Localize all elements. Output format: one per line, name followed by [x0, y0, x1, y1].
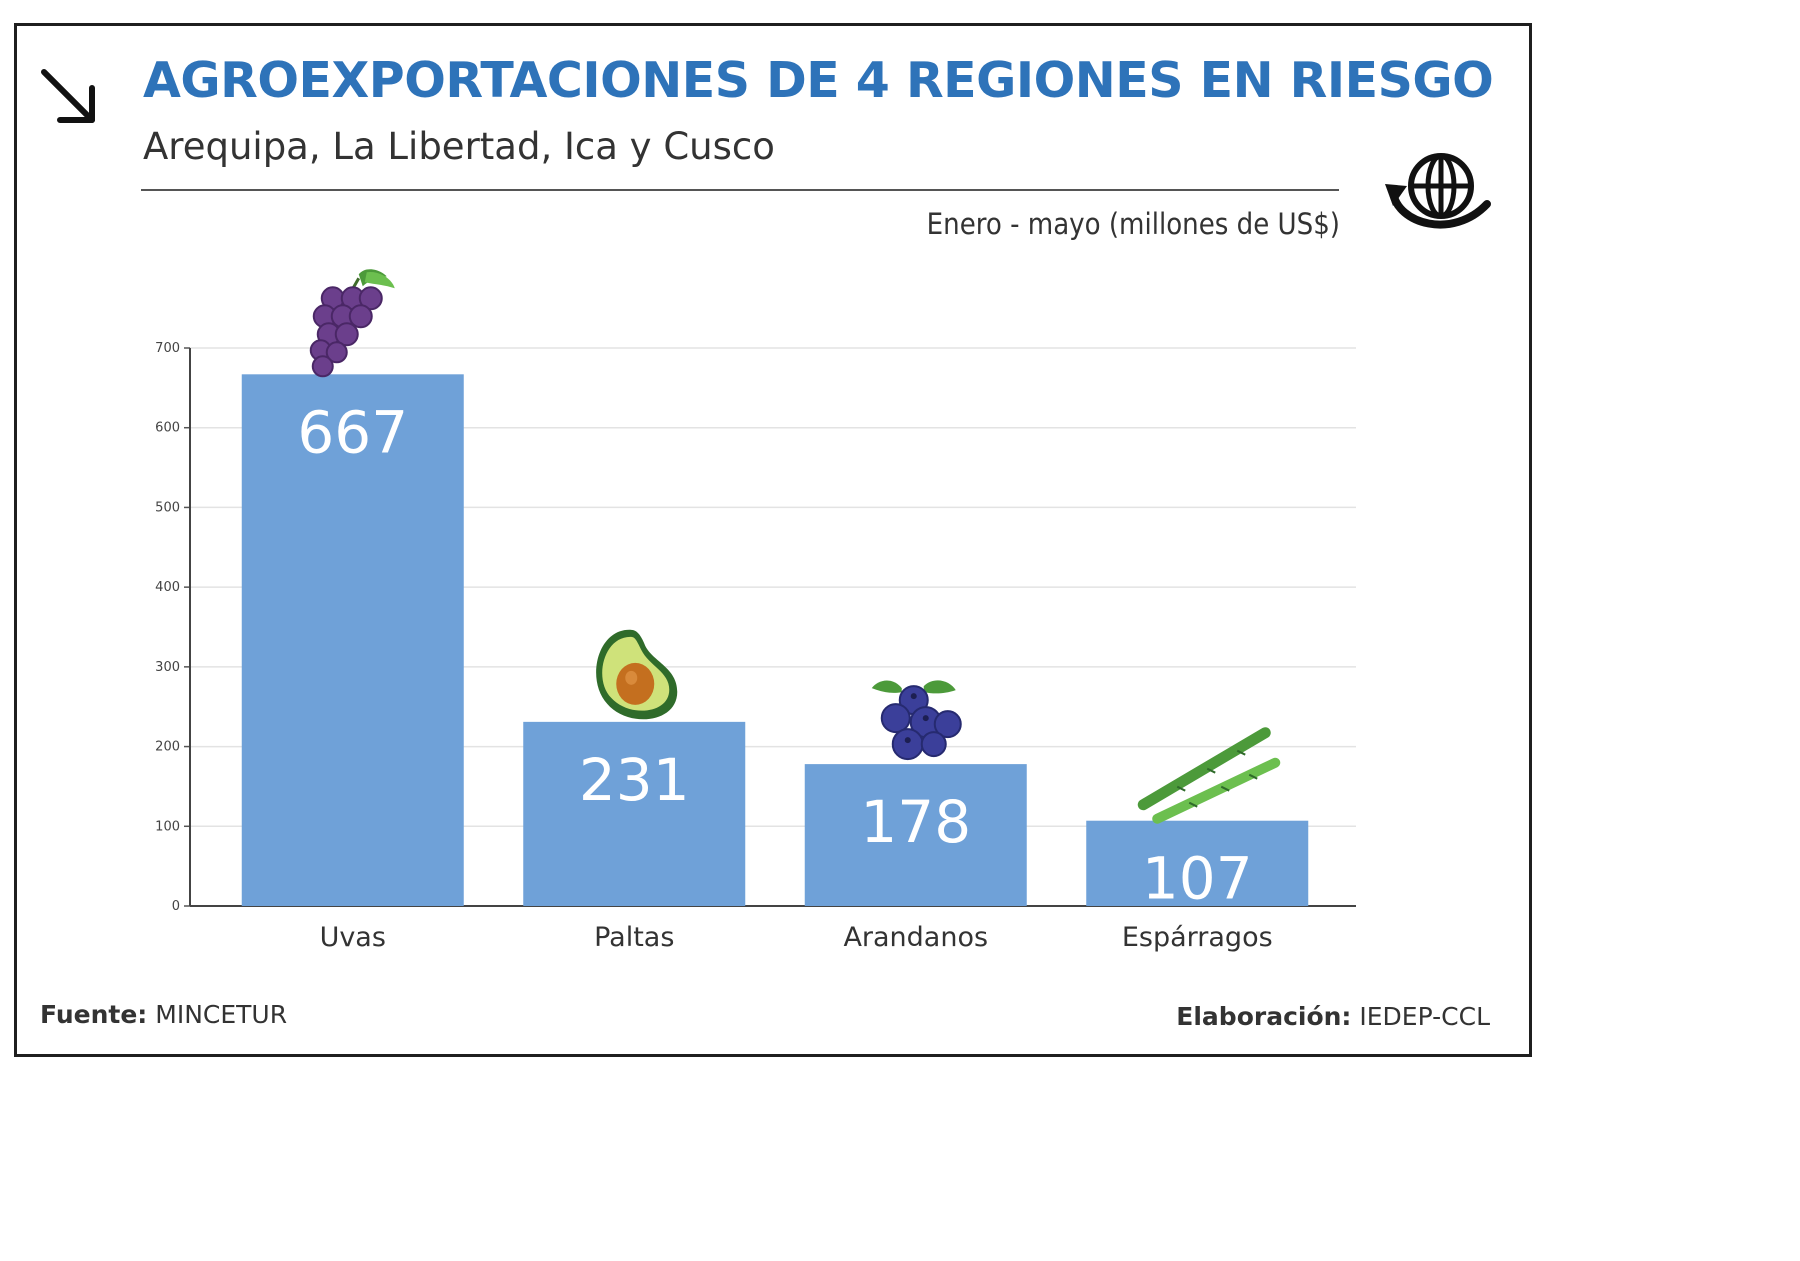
y-tick-label: 300 [155, 660, 180, 675]
y-tick-label: 600 [155, 421, 180, 436]
x-tick-label: Arandanos [843, 922, 988, 953]
x-tick-label: Espárragos [1122, 922, 1273, 953]
credit-label: Elaboración: [1176, 1002, 1352, 1031]
bar-paltas [523, 721, 746, 906]
credit-note: Elaboración: IEDEP-CCL [1176, 1002, 1490, 1031]
blueberries-icon [871, 680, 962, 761]
grapes-icon [309, 269, 395, 378]
y-tick-label: 500 [155, 500, 180, 515]
chart-title: AGROEXPORTACIONES DE 4 REGIONES EN RIESG… [143, 52, 1494, 109]
arrow-down-right-icon [41, 69, 95, 123]
bar-uvas [241, 374, 464, 906]
y-tick-label: 0 [172, 899, 180, 914]
x-tick-label: Uvas [320, 922, 386, 953]
bar-espárragos [1086, 820, 1309, 906]
y-tick-label: 100 [155, 819, 180, 834]
credit-value: IEDEP-CCL [1359, 1002, 1490, 1031]
bar-value-label: 231 [579, 746, 690, 814]
x-tick-label: Paltas [594, 922, 674, 953]
bar-value-label: 178 [860, 788, 971, 856]
source-note: Fuente: MINCETUR [40, 1000, 287, 1029]
chart-subtitle: Arequipa, La Libertad, Ica y Cusco [143, 125, 775, 168]
bars-layer: 667 Uvas 231 Paltas 178 Arandanos 107 Espárrago… [241, 374, 1309, 953]
source-label: Fuente: [40, 1000, 148, 1029]
bar-value-label: 107 [1142, 845, 1253, 913]
units-note: Enero - mayo (millones de US$) [926, 207, 1340, 241]
asparagus-icon [1137, 727, 1281, 824]
globe-trade-icon [1385, 153, 1491, 229]
bar-value-label: 667 [297, 398, 408, 466]
bar-chart: 0 100 200 300 400 500 600 700 667 Uvas 231 Paltas 1… [155, 269, 1356, 953]
y-tick-label: 400 [155, 580, 180, 595]
bar-arandanos [804, 764, 1027, 906]
avocado-icon [596, 629, 678, 720]
y-tick-label: 200 [155, 740, 180, 755]
title-divider [141, 189, 1339, 191]
source-value: MINCETUR [155, 1000, 288, 1029]
y-tick-label: 700 [155, 341, 180, 356]
